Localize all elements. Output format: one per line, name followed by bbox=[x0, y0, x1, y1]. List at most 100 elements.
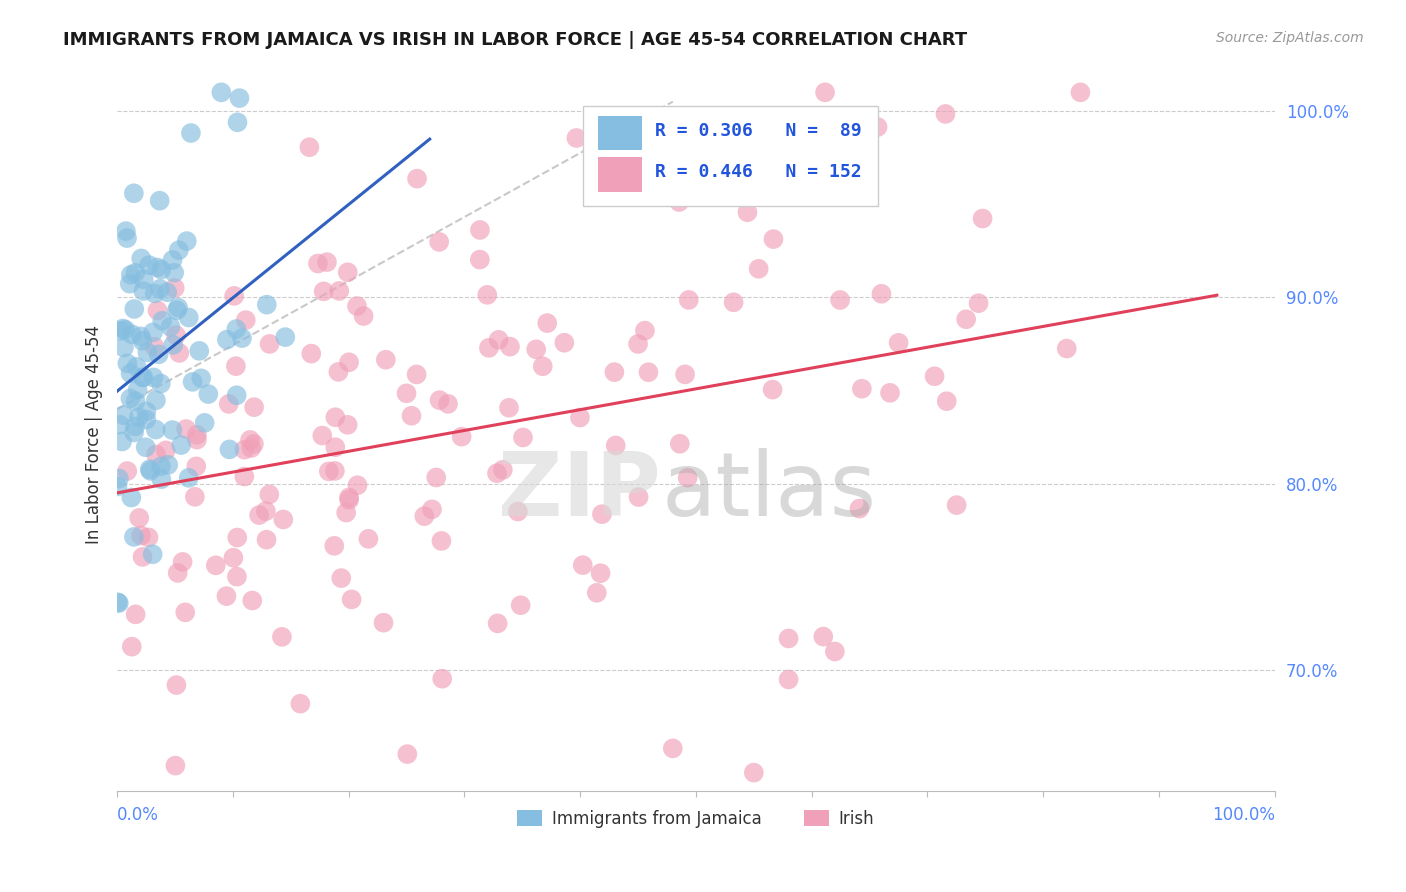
Point bbox=[478, 341, 501, 355]
Point bbox=[136, 345, 159, 359]
Point bbox=[678, 293, 700, 307]
Point bbox=[129, 329, 152, 343]
Point bbox=[972, 211, 994, 226]
Point bbox=[159, 319, 181, 334]
Point bbox=[346, 299, 368, 313]
Point bbox=[870, 286, 893, 301]
Point bbox=[215, 589, 238, 603]
Point bbox=[323, 440, 346, 454]
Point bbox=[149, 459, 172, 474]
Point bbox=[346, 478, 368, 492]
Point bbox=[312, 285, 335, 299]
Point bbox=[190, 371, 212, 385]
Point bbox=[124, 394, 146, 409]
Point bbox=[197, 387, 219, 401]
Legend: Immigrants from Jamaica, Irish: Immigrants from Jamaica, Irish bbox=[510, 803, 882, 834]
Point bbox=[437, 397, 460, 411]
Point bbox=[114, 323, 136, 337]
Point bbox=[150, 314, 173, 328]
Point bbox=[432, 672, 454, 686]
Point bbox=[271, 512, 294, 526]
Point bbox=[298, 140, 321, 154]
Point bbox=[676, 471, 699, 485]
Point bbox=[163, 281, 186, 295]
Point bbox=[955, 312, 977, 326]
Point bbox=[165, 678, 187, 692]
Point bbox=[256, 533, 278, 547]
Point bbox=[605, 438, 627, 452]
Point bbox=[124, 301, 146, 316]
Point bbox=[233, 442, 256, 457]
Point bbox=[235, 313, 257, 327]
Point bbox=[509, 598, 531, 612]
Point bbox=[218, 397, 240, 411]
Point bbox=[498, 401, 520, 415]
Point bbox=[336, 265, 359, 279]
Point bbox=[122, 186, 145, 201]
Point bbox=[194, 416, 217, 430]
Point bbox=[405, 368, 427, 382]
Point bbox=[228, 91, 250, 105]
Point bbox=[163, 266, 186, 280]
Point bbox=[866, 120, 889, 134]
Point bbox=[129, 528, 152, 542]
Point bbox=[110, 324, 132, 338]
Text: IMMIGRANTS FROM JAMAICA VS IRISH IN LABOR FORCE | AGE 45-54 CORRELATION CHART: IMMIGRANTS FROM JAMAICA VS IRISH IN LABO… bbox=[63, 31, 967, 49]
Point bbox=[240, 593, 263, 607]
Point bbox=[429, 393, 451, 408]
Point bbox=[120, 491, 142, 505]
Point bbox=[1069, 86, 1091, 100]
Point bbox=[328, 284, 350, 298]
Point bbox=[325, 410, 347, 425]
Point bbox=[117, 356, 139, 370]
Point bbox=[225, 359, 247, 373]
Point bbox=[723, 295, 745, 310]
Point bbox=[132, 284, 155, 298]
Point bbox=[373, 615, 395, 630]
Point bbox=[142, 370, 165, 384]
Point bbox=[150, 262, 173, 277]
Point bbox=[627, 490, 650, 504]
Point bbox=[139, 464, 162, 478]
Point bbox=[117, 464, 139, 478]
Point bbox=[945, 498, 967, 512]
Point bbox=[924, 369, 946, 384]
Point bbox=[174, 422, 197, 436]
Point bbox=[662, 741, 685, 756]
Point bbox=[848, 501, 870, 516]
Point bbox=[967, 296, 990, 310]
Point bbox=[155, 443, 177, 458]
Point bbox=[162, 423, 184, 437]
Point bbox=[174, 605, 197, 619]
Point bbox=[290, 697, 312, 711]
Point bbox=[271, 630, 294, 644]
Point bbox=[132, 370, 155, 384]
Point bbox=[170, 438, 193, 452]
Point bbox=[406, 171, 429, 186]
Point bbox=[226, 115, 249, 129]
Text: ZIP: ZIP bbox=[499, 448, 661, 535]
Point bbox=[879, 385, 901, 400]
Point bbox=[340, 592, 363, 607]
Point bbox=[307, 256, 329, 270]
Point bbox=[778, 632, 800, 646]
Point bbox=[485, 467, 508, 481]
Point bbox=[299, 346, 322, 360]
Point bbox=[135, 404, 157, 418]
Point bbox=[186, 459, 208, 474]
Point bbox=[934, 107, 956, 121]
Text: R = 0.306   N =  89: R = 0.306 N = 89 bbox=[655, 122, 862, 140]
Point bbox=[145, 393, 167, 408]
Point bbox=[131, 370, 153, 384]
Point bbox=[430, 533, 453, 548]
Point bbox=[226, 531, 249, 545]
Point bbox=[669, 436, 692, 450]
Point bbox=[162, 338, 184, 352]
Point bbox=[737, 205, 759, 219]
Point bbox=[231, 331, 253, 345]
Point bbox=[149, 376, 172, 391]
Point bbox=[637, 365, 659, 379]
Point bbox=[180, 126, 202, 140]
Point bbox=[353, 309, 375, 323]
Point bbox=[224, 289, 246, 303]
